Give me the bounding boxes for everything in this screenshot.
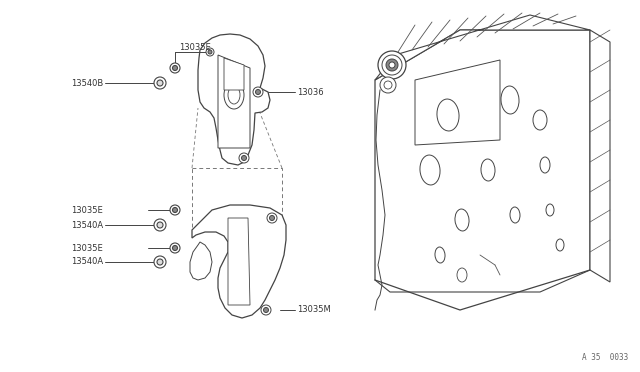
Circle shape	[264, 308, 269, 312]
Circle shape	[154, 256, 166, 268]
Circle shape	[378, 51, 406, 79]
Circle shape	[267, 213, 277, 223]
Polygon shape	[198, 34, 270, 165]
Ellipse shape	[501, 86, 519, 114]
Circle shape	[255, 90, 260, 94]
Circle shape	[173, 246, 177, 250]
Circle shape	[157, 80, 163, 86]
Circle shape	[384, 81, 392, 89]
Polygon shape	[218, 55, 250, 148]
Circle shape	[173, 65, 177, 71]
Circle shape	[380, 77, 396, 93]
Ellipse shape	[457, 268, 467, 282]
Circle shape	[157, 222, 163, 228]
Circle shape	[253, 87, 263, 97]
Circle shape	[241, 155, 246, 160]
Circle shape	[208, 50, 212, 54]
Polygon shape	[224, 58, 244, 90]
Circle shape	[261, 305, 271, 315]
Ellipse shape	[224, 81, 244, 109]
Text: 13035E: 13035E	[179, 43, 211, 52]
Ellipse shape	[533, 110, 547, 130]
Circle shape	[239, 153, 249, 163]
Text: 13036: 13036	[297, 87, 324, 96]
Ellipse shape	[435, 247, 445, 263]
Circle shape	[157, 259, 163, 265]
Ellipse shape	[455, 209, 469, 231]
Polygon shape	[590, 30, 610, 282]
Text: 13035M: 13035M	[297, 305, 331, 314]
Circle shape	[382, 55, 402, 75]
Circle shape	[173, 208, 177, 212]
Ellipse shape	[510, 207, 520, 223]
Text: 13035E: 13035E	[71, 205, 103, 215]
Text: 13540A: 13540A	[71, 221, 103, 230]
Polygon shape	[228, 218, 250, 305]
Text: 13540A: 13540A	[71, 257, 103, 266]
Polygon shape	[415, 60, 500, 145]
Ellipse shape	[420, 155, 440, 185]
Ellipse shape	[481, 159, 495, 181]
Ellipse shape	[556, 239, 564, 251]
Ellipse shape	[540, 157, 550, 173]
Ellipse shape	[437, 99, 459, 131]
Ellipse shape	[228, 86, 240, 104]
Circle shape	[170, 63, 180, 73]
Polygon shape	[192, 205, 286, 318]
Circle shape	[389, 62, 395, 68]
Text: A 35  0033: A 35 0033	[582, 353, 628, 362]
Polygon shape	[375, 15, 590, 80]
Polygon shape	[375, 30, 590, 310]
Text: 13035E: 13035E	[71, 244, 103, 253]
Circle shape	[269, 215, 275, 221]
Circle shape	[154, 77, 166, 89]
Circle shape	[206, 48, 214, 56]
Circle shape	[154, 219, 166, 231]
Circle shape	[170, 205, 180, 215]
Circle shape	[170, 243, 180, 253]
Bar	[192, 168, 282, 230]
Polygon shape	[190, 242, 212, 280]
Ellipse shape	[546, 204, 554, 216]
Text: 13540B: 13540B	[71, 78, 103, 87]
Circle shape	[386, 59, 398, 71]
